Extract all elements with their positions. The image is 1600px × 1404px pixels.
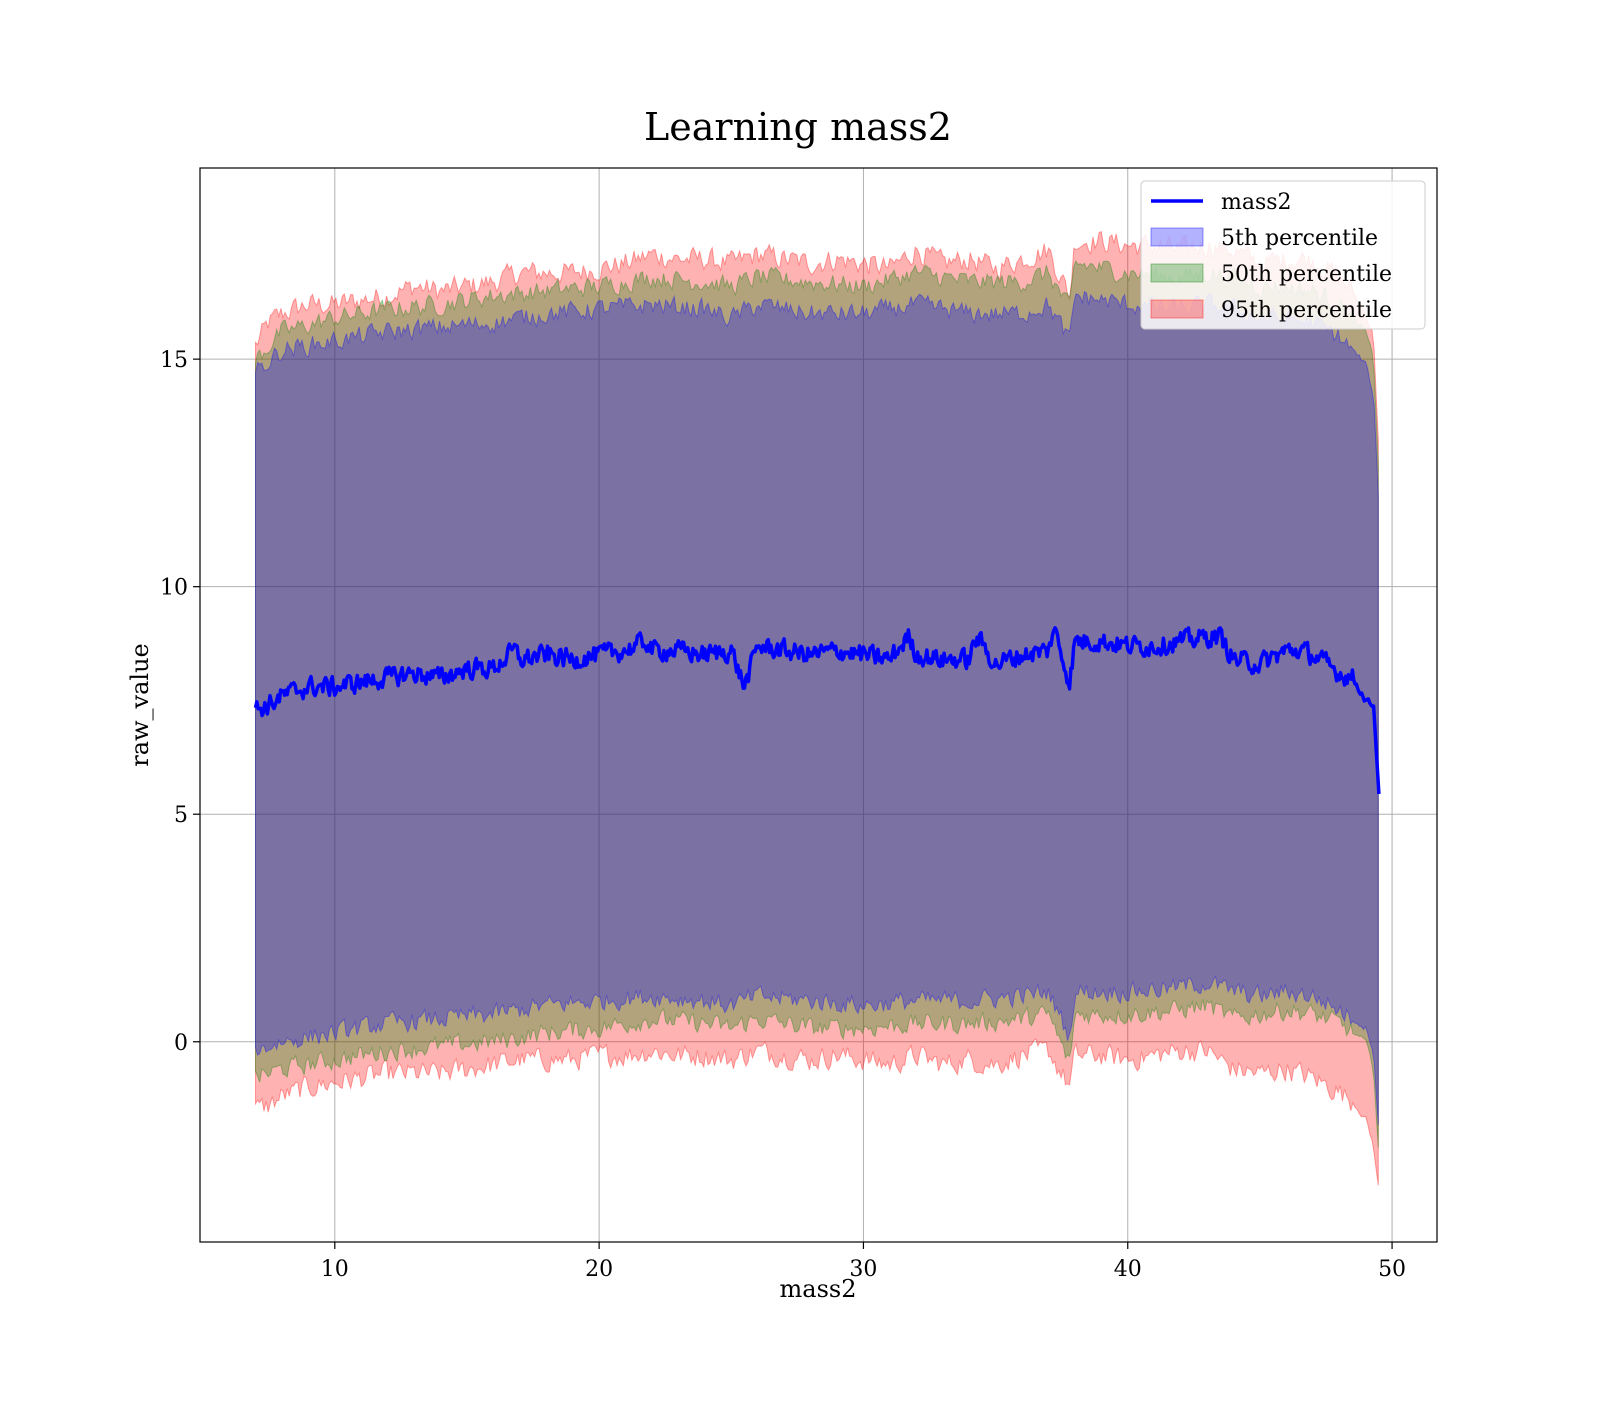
series-line-mass2 (253, 626, 1381, 795)
legend-box (1140, 180, 1426, 330)
legend-label: 95th percentile (1221, 298, 1392, 323)
band-5th-percentile (255, 290, 1379, 1126)
legend-band-swatch (1150, 227, 1204, 247)
legend-label: mass2 (1221, 190, 1292, 215)
legend-item: 50th percentile (1150, 262, 1392, 287)
axis-ticks: 10 20 30 40 50 0 5 10 15 (160, 348, 1406, 1282)
legend-item: 5th percentile (1150, 226, 1378, 251)
legend-item: 95th percentile (1150, 298, 1392, 323)
legend-band-swatch (1150, 263, 1204, 283)
y-tick-label: 15 (160, 348, 188, 373)
y-tick-label: 5 (174, 803, 188, 828)
band-95th-percentile (255, 230, 1379, 1186)
x-tick-label: 30 (849, 1257, 877, 1282)
x-tick-label: 40 (1114, 1257, 1142, 1282)
plot-frame (199, 167, 1438, 1243)
x-tick-label: 50 (1378, 1257, 1406, 1282)
grid-lines (200, 168, 1437, 1242)
band-50th-percentile (255, 259, 1379, 1148)
line-series (253, 626, 1381, 795)
y-tick-label: 10 (160, 576, 188, 601)
legend: mass2 5th percentile 50th percentile 95th p… (1140, 180, 1426, 330)
legend-label: 5th percentile (1221, 226, 1378, 251)
x-axis-label: mass2 (780, 1275, 857, 1303)
legend-band-swatch (1150, 299, 1204, 319)
legend-label: 50th percentile (1221, 262, 1392, 287)
legend-item: mass2 (1151, 190, 1292, 215)
y-tick-label: 0 (174, 1031, 188, 1056)
chart-title: Learning mass2 (644, 105, 952, 149)
x-tick-label: 20 (585, 1257, 613, 1282)
percentile-bands (255, 230, 1379, 1186)
x-tick-label: 10 (321, 1257, 349, 1282)
y-axis-label: raw_value (126, 643, 154, 767)
